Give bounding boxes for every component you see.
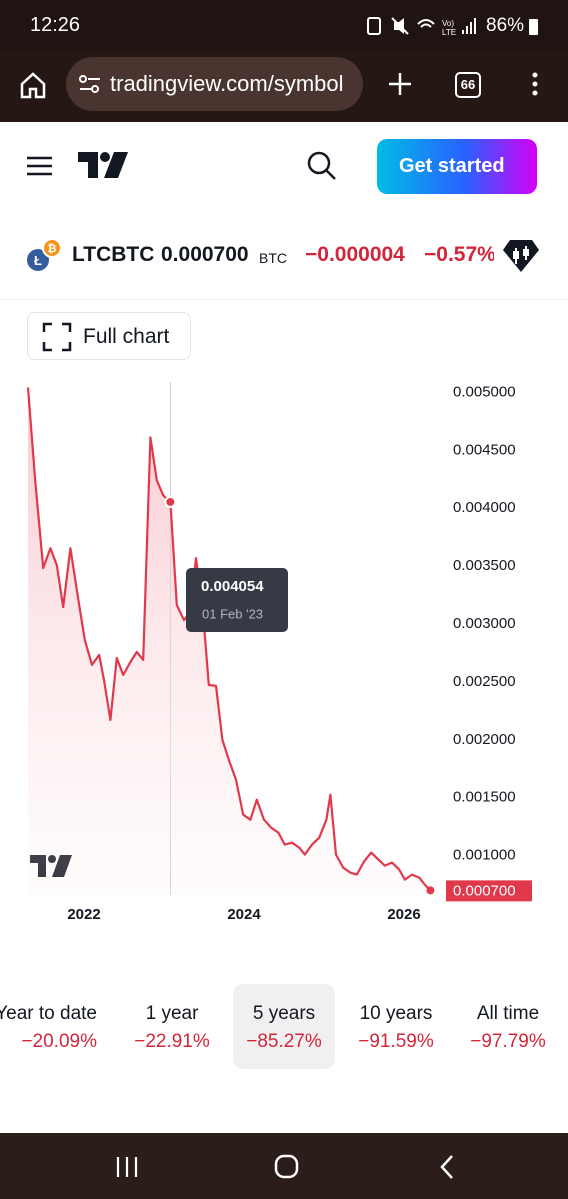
range-label: 1 year [145,1003,199,1024]
range-tab[interactable]: 5 years −85.27% [219,1003,349,1053]
site-settings-icon[interactable] [78,74,102,94]
x-tick-label: 2026 [387,906,420,923]
home-button[interactable] [18,70,48,100]
tab-count[interactable]: 66 [455,72,481,98]
y-tick-label: 0.005000 [453,383,516,400]
svg-text:Ł: Ł [34,253,42,268]
clock: 12:26 [30,14,81,36]
full-chart-label: Full chart [83,325,170,348]
range-change: −85.27% [246,1031,322,1052]
y-tick-label: 0.004000 [453,499,516,516]
fullscreen-icon [42,322,72,352]
area-fill [28,387,431,895]
status-icons: Vo)LTE [367,17,538,37]
full-chart-button[interactable]: Full chart [27,312,191,360]
tradingview-logo[interactable] [78,152,130,180]
range-tab[interactable]: All time −97.79% [443,1003,568,1053]
tooltip-point [164,495,177,508]
hamburger-menu[interactable] [26,155,54,177]
y-tick-label: 0.001500 [453,789,516,806]
x-tick-label: 2024 [227,906,261,923]
y-tick-label: 0.003500 [453,557,516,574]
svg-text:₿: ₿ [48,243,57,255]
range-label: Year to date [0,1003,97,1024]
range-change: −97.79% [470,1031,546,1052]
status-bar [0,0,568,52]
new-tab-button[interactable] [386,70,414,98]
range-tabs: Year to date −20.09% 1 year −22.91% 5 years −… [0,1003,568,1063]
tooltip-value: 0.004054 [201,578,264,595]
ticker: LTCBTC [72,243,155,266]
range-change: −91.59% [358,1031,434,1052]
last-price-label: 0.000700 [453,882,516,899]
last-point [426,886,435,895]
range-change: −20.09% [21,1031,97,1052]
price: 0.000700 [161,243,249,266]
battery-level: 86% [486,15,525,36]
price-change-percent: −0.57% [424,243,494,266]
price-line [26,387,432,892]
svg-text:LTE: LTE [442,28,456,37]
tooltip-date: 01 Feb '23 [202,606,263,621]
range-change: −22.91% [134,1031,210,1052]
url: tradingview.com/symbol [110,71,344,96]
y-tick-label: 0.001000 [453,847,516,864]
navigation-bar [0,1133,568,1199]
selected-range-bg [233,984,335,1069]
svg-text:Vo): Vo) [442,19,454,28]
range-label: 10 years [359,1003,433,1024]
chart: 0.001000 0.001500 0.002000 0.002500 0.003000… [26,382,532,923]
address-bar[interactable]: tradingview.com/symbol [66,57,363,111]
last-price-tag [446,880,532,902]
range-tab[interactable]: 1 year −22.91% [107,1003,237,1053]
currency: BTC [259,250,287,266]
range-tab[interactable]: 10 years −91.59% [331,1003,461,1053]
menu-button[interactable] [530,70,540,98]
y-tick-label: 0.004500 [453,441,516,458]
y-tick-label: 0.002000 [453,731,516,748]
range-label: All time [476,1003,540,1024]
search-button[interactable] [306,150,338,182]
get-started-button[interactable]: Get started [377,139,537,194]
y-tick-label: 0.003000 [453,615,516,632]
price-change: −0.000004 [305,243,405,266]
range-tab[interactable]: Year to date −20.09% [0,1003,97,1053]
premium-badge[interactable] [502,238,540,274]
symbol-icon: Ł₿ [27,238,62,271]
nav-buttons[interactable] [110,1150,470,1184]
range-label: 5 years [252,1003,316,1024]
tooltip-box [186,568,288,632]
y-tick-label: 0.002500 [453,673,516,690]
x-tick-label: 2022 [67,906,100,923]
divider [0,299,568,300]
